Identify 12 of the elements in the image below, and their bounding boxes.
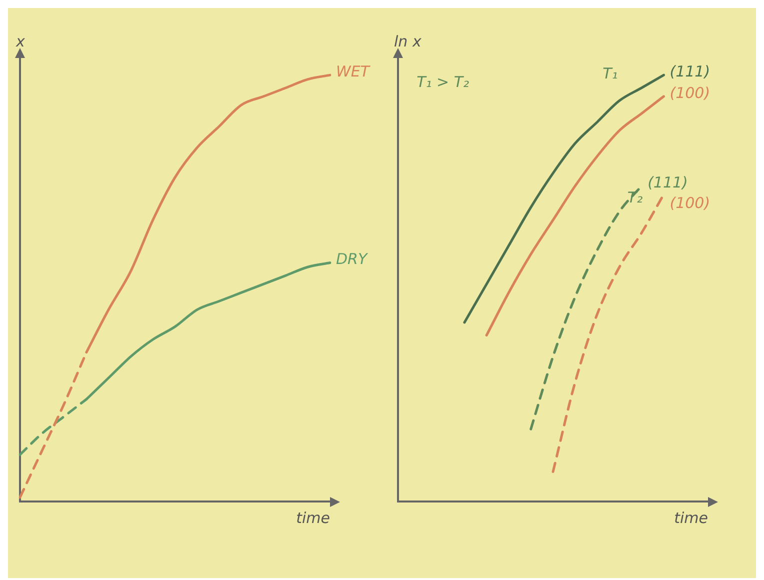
- x-axis-title: time: [296, 508, 330, 527]
- series-label: (111): [648, 173, 688, 192]
- series-label: (111): [670, 62, 710, 80]
- y-axis-title: ln x: [394, 32, 422, 50]
- series-label: (100): [670, 84, 710, 102]
- series-label: DRY: [336, 250, 369, 268]
- annotation: T₁ > T₂: [416, 73, 470, 92]
- x-axis-title: time: [674, 508, 708, 527]
- y-axis-title: x: [15, 32, 25, 50]
- series-label: (100): [670, 194, 710, 212]
- series-label: WET: [336, 62, 372, 80]
- annotation: T₁: [602, 64, 618, 82]
